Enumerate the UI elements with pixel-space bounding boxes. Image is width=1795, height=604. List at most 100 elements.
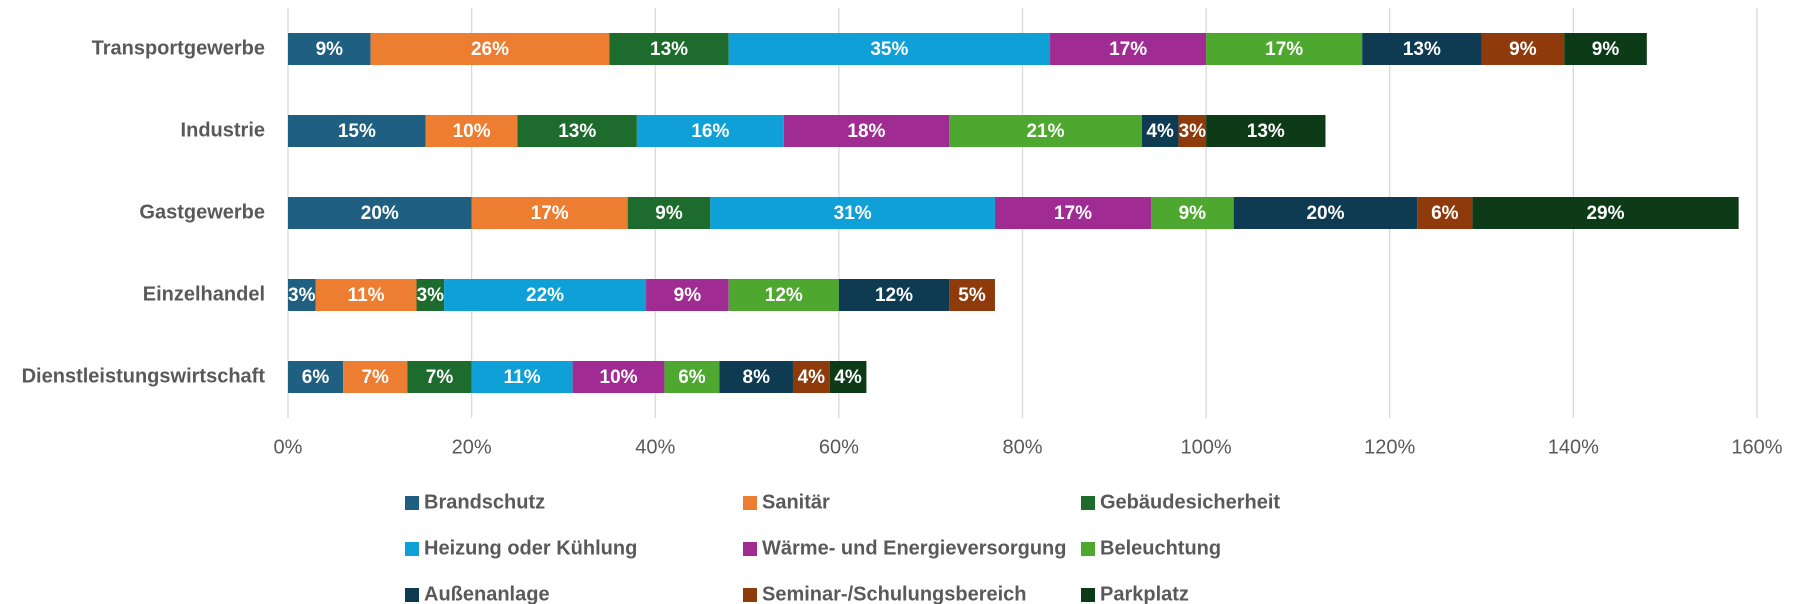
data-label: 11% (348, 285, 385, 306)
data-label: 10% (453, 121, 491, 142)
x-tick-label: 100% (1181, 436, 1232, 458)
bar-segment (288, 197, 472, 229)
legend-label: Heizung oder Kühlung (424, 537, 637, 559)
category-label: Transportgewerbe (92, 37, 265, 59)
x-tick-label: 160% (1731, 436, 1782, 458)
bar-segment (1050, 33, 1207, 65)
bar-segment (444, 279, 647, 311)
x-tick-label: 120% (1364, 436, 1415, 458)
legend-label: Sanitär (762, 491, 830, 513)
bar-segment (710, 197, 995, 229)
legend-label: Außenanlage (424, 583, 550, 604)
bar-segment (572, 361, 665, 393)
data-label: 7% (426, 367, 454, 388)
bar-segment (783, 115, 950, 147)
data-label: 13% (558, 121, 596, 142)
bar-segment (1417, 197, 1473, 229)
legend-label: Beleuchtung (1100, 537, 1221, 559)
legend-swatch (1081, 496, 1095, 510)
data-label: 21% (1026, 121, 1064, 142)
x-tick-label: 0% (274, 436, 303, 458)
bar-segment (425, 115, 518, 147)
data-label: 3% (1179, 121, 1207, 142)
category-label: Industrie (181, 119, 265, 141)
data-label: 13% (650, 39, 688, 60)
bar-segment (1472, 197, 1739, 229)
data-label: 20% (361, 203, 399, 224)
data-label: 35% (870, 39, 908, 60)
data-label: 3% (288, 285, 316, 306)
legend-swatch (743, 542, 757, 556)
bar-segment (646, 279, 729, 311)
data-label: 17% (1054, 203, 1092, 224)
bar-segment (1206, 33, 1363, 65)
bar-segment (288, 115, 426, 147)
data-label: 31% (834, 203, 872, 224)
legend-swatch (405, 542, 419, 556)
data-label: 20% (1306, 203, 1344, 224)
bar-segment (407, 361, 472, 393)
bar-segment (288, 361, 344, 393)
bar-segment (609, 33, 729, 65)
legend-label: Parkplatz (1100, 583, 1189, 604)
bar-segment (838, 279, 950, 311)
data-label: 11% (504, 367, 541, 388)
data-label: 4% (1146, 121, 1174, 142)
x-tick-label: 40% (635, 436, 675, 458)
legend-swatch (743, 588, 757, 602)
data-label: 17% (531, 203, 569, 224)
bar-segment (370, 33, 610, 65)
data-label: 12% (765, 285, 803, 306)
bar-segment (728, 33, 1051, 65)
legend-swatch (1081, 542, 1095, 556)
bar-segment (471, 197, 628, 229)
legend-label: Gebäudesicherheit (1100, 491, 1280, 513)
data-label: 9% (1509, 39, 1537, 60)
legend-swatch (743, 496, 757, 510)
data-label: 9% (316, 39, 344, 60)
bar-segment (343, 361, 408, 393)
data-label: 6% (1431, 203, 1459, 224)
bar-segment (1206, 115, 1326, 147)
data-label: 5% (958, 285, 986, 306)
bar-segment (664, 361, 720, 393)
x-tick-label: 140% (1548, 436, 1599, 458)
legend-label: Wärme- und Energieversorgung (762, 537, 1067, 559)
data-label: 13% (1247, 121, 1285, 142)
bar-segment (416, 279, 445, 311)
data-label: 3% (417, 285, 445, 306)
data-label: 22% (526, 285, 564, 306)
data-label: 29% (1586, 203, 1624, 224)
bar-segment (1233, 197, 1418, 229)
bar-segment (627, 197, 711, 229)
x-tick-label: 80% (1002, 436, 1042, 458)
legend-label: Brandschutz (424, 491, 545, 513)
data-label: 18% (847, 121, 885, 142)
bar-segment (949, 115, 1142, 147)
data-label: 9% (674, 285, 702, 306)
data-label: 26% (471, 39, 509, 60)
legend-swatch (405, 588, 419, 602)
bar-segment (517, 115, 637, 147)
data-label: 7% (361, 367, 389, 388)
bar-segment (1481, 33, 1565, 65)
bar-segment (471, 361, 573, 393)
bar-segment (1151, 197, 1234, 229)
data-label: 9% (1179, 203, 1207, 224)
legend-swatch (405, 496, 419, 510)
data-label: 13% (1403, 39, 1441, 60)
data-label: 9% (655, 203, 683, 224)
bar-segment (792, 361, 830, 393)
data-label: 16% (691, 121, 729, 142)
data-label: 9% (1592, 39, 1620, 60)
data-label: 6% (678, 367, 706, 388)
bar-segment (719, 361, 793, 393)
data-label: 17% (1265, 39, 1303, 60)
legend-swatch (1081, 588, 1095, 602)
bar-segment (636, 115, 784, 147)
data-label: 6% (302, 367, 330, 388)
bar-segment (949, 279, 995, 311)
bar-segment (829, 361, 867, 393)
data-label: 17% (1109, 39, 1147, 60)
